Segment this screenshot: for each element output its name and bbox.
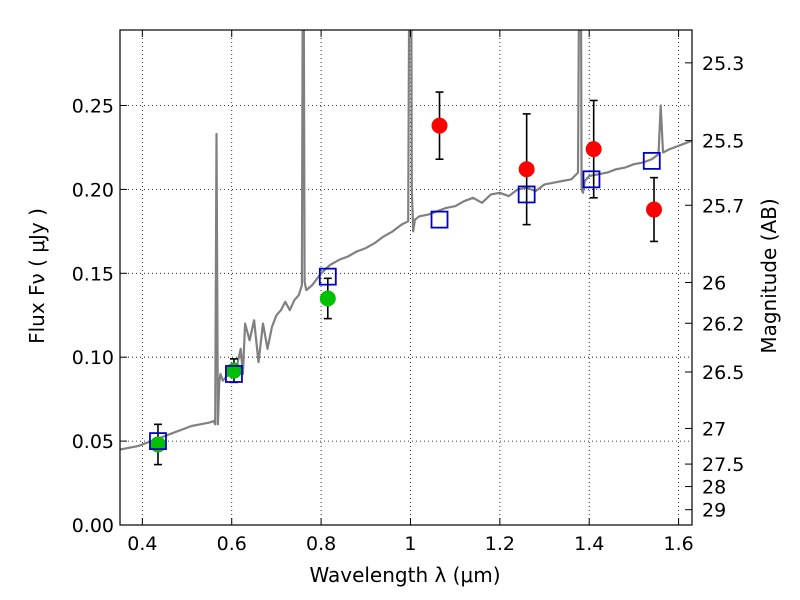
y-tick-label: 0.20 [72,179,114,201]
data-point [319,290,336,307]
x-axis-label: Wavelength λ (μm) [309,563,500,587]
data-point [585,141,602,158]
mag-tick-label: 27 [702,418,726,440]
x-tick-label: 0.6 [217,533,247,555]
x-tick-label: 0.8 [306,533,336,555]
x-tick-label: 1 [404,533,416,555]
mag-tick-label: 25.5 [702,131,744,153]
mag-tick-label: 29 [702,500,726,522]
spectrum-line [120,30,692,451]
data-point [431,117,448,134]
y-axis-label: Flux Fν ( μJy ) [25,208,49,344]
y-tick-label: 0.00 [72,515,114,537]
spectrum-series [120,30,692,451]
x-tick-label: 1.4 [574,533,604,555]
model-point [149,432,167,451]
plot-frame [119,29,693,526]
mag-tick-label: 25.3 [702,53,744,75]
mag-tick-label: 25.7 [702,195,744,217]
mag-tick-label: 26.2 [702,313,744,335]
mag-tick-label: 27.5 [702,454,744,476]
y-tick-label: 0.05 [72,431,114,453]
data-point [518,161,535,178]
mag-tick-label: 26 [702,272,726,294]
model-point [225,365,243,383]
mag-tick-label: 28 [702,477,726,499]
model-point [318,267,337,286]
model-point [582,170,601,189]
model-point [642,151,661,170]
model-point [430,210,449,229]
y-tick-label: 0.15 [72,263,114,285]
y-tick-label: 0.10 [72,347,114,369]
y-tick-label: 0.25 [72,96,114,118]
x-tick-label: 1.6 [663,533,693,555]
axis-ticks: 0.4 0.6 0.8 1 1.2 1.4 1.6 0.00 0.05 0.10 0.15 0.20 0… [72,30,744,555]
y2-axis-label: Magnitude (AB) [757,198,781,353]
x-tick-label: 0.4 [127,533,157,555]
grid [120,30,692,525]
data-point [646,201,663,218]
data-points [149,91,663,466]
x-tick-label: 1.2 [485,533,515,555]
model-point [517,185,536,204]
mag-tick-label: 26.5 [702,362,744,384]
